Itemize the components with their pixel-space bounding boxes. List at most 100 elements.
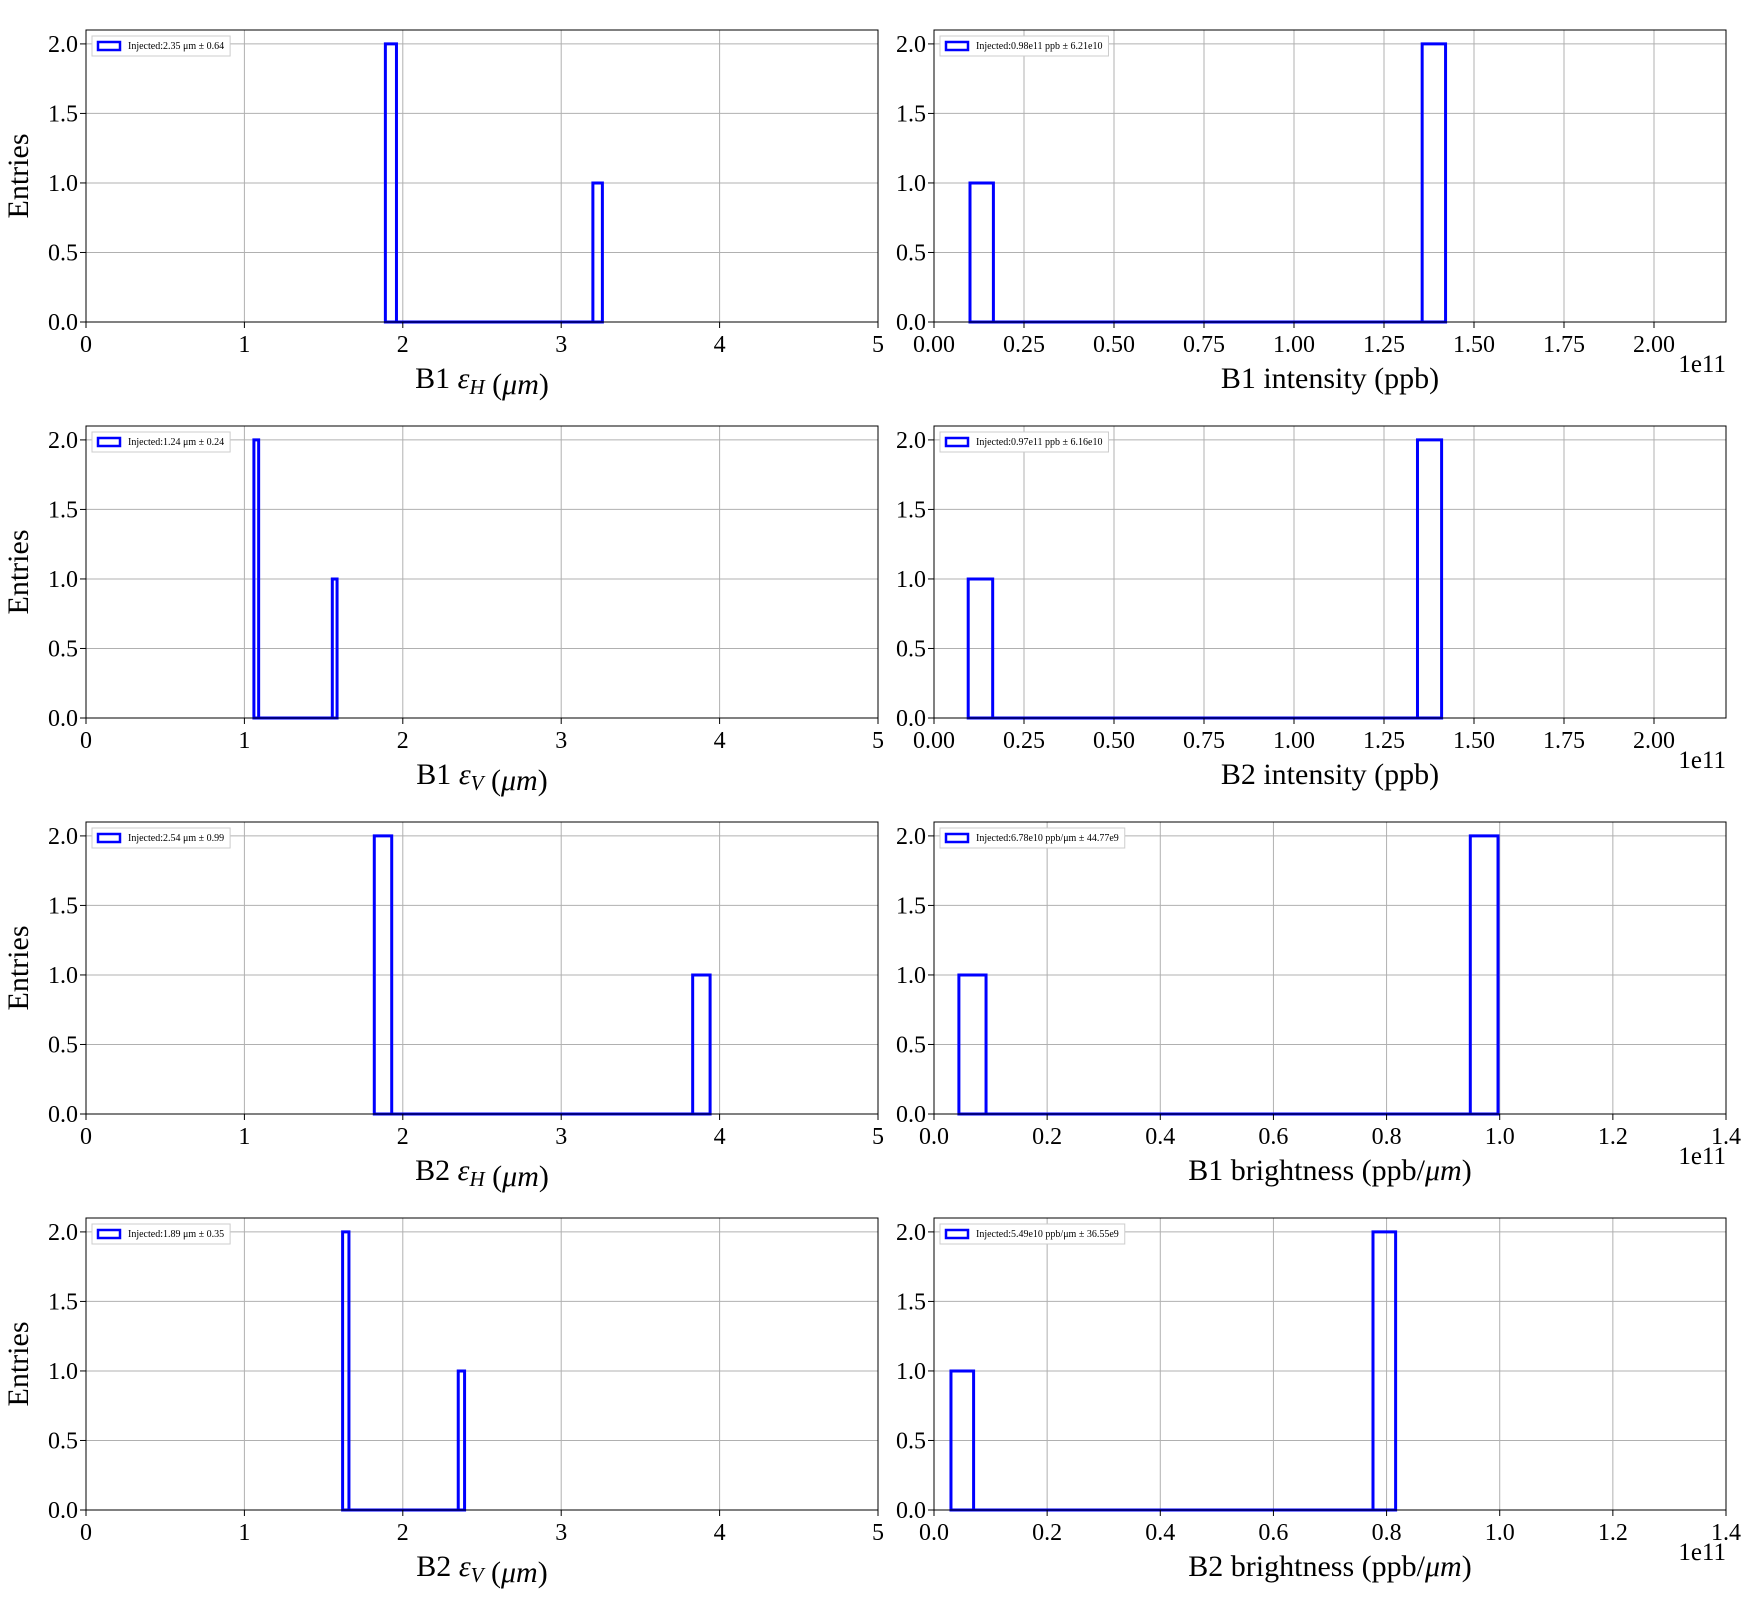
y-tick-label: 2.0 — [48, 824, 78, 850]
y-tick-label: 1.5 — [48, 101, 78, 127]
y-tick-label: 1.0 — [896, 1359, 926, 1385]
x-tick-label: 0.2 — [1032, 1124, 1062, 1150]
x-tick-label: 5 — [872, 1520, 884, 1546]
x-tick-label: 1.4 — [1711, 1520, 1741, 1546]
x-tick-label: 0.25 — [1003, 332, 1045, 358]
y-tick-label: 2.0 — [48, 32, 78, 58]
y-tick-label: 0.0 — [896, 706, 926, 732]
y-tick-label: 0.0 — [48, 706, 78, 732]
x-tick-label: 0.0 — [919, 1124, 949, 1150]
y-tick-label: 2.0 — [48, 428, 78, 454]
x-tick-label: 1 — [238, 1124, 250, 1150]
legend-frame — [939, 35, 1109, 57]
x-tick-label: 4 — [714, 728, 726, 754]
x-tick-label: 1 — [238, 1520, 250, 1546]
x-tick-label: 0 — [80, 332, 92, 358]
legend-label: Injected:5.49e10 ppb/μm ± 36.55e9 — [976, 1229, 1119, 1240]
x-tick-label: 0.6 — [1258, 1520, 1288, 1546]
y-tick-label: 1.5 — [48, 497, 78, 523]
x-axis-label: B1 intensity (ppb) — [1221, 362, 1439, 395]
axes-frame — [85, 821, 879, 1115]
x-axis-label: B2 intensity (ppb) — [1221, 758, 1439, 791]
legend-swatch — [944, 436, 970, 448]
y-tick-label: 0.5 — [896, 636, 926, 662]
x-tick-label: 0.00 — [913, 332, 955, 358]
x-tick-label: 4 — [714, 1124, 726, 1150]
legend-frame — [939, 1223, 1126, 1245]
x-tick-label: 0.6 — [1258, 1124, 1288, 1150]
x-tick-label: 1.2 — [1598, 1124, 1628, 1150]
x-tick-label: 1.25 — [1363, 728, 1405, 754]
x-tick-label: 0 — [80, 1124, 92, 1150]
x-tick-label: 2.00 — [1633, 332, 1675, 358]
legend: Injected:2.54 μm ± 0.99 — [91, 827, 231, 849]
y-tick-label: 2.0 — [896, 824, 926, 850]
x-tick-label: 0.75 — [1183, 728, 1225, 754]
histogram-panel-2: 0.00 0.25 0.50 0.75 1.00 1.25 1.50 1.75 2.00 0.0 0… — [896, 29, 1727, 395]
x-tick-label: 1.0 — [1485, 1520, 1515, 1546]
y-axis-label: Entries — [2, 134, 35, 219]
x-tick-label: 0.8 — [1372, 1124, 1402, 1150]
histogram-panel-8: 0.0 0.2 0.4 0.6 0.8 1.0 1.2 1.4 0.0 0.5 1.0 1.5 2.0 B… — [896, 1217, 1741, 1583]
x-axis-label: B2 εH (μm) — [415, 1154, 549, 1193]
legend: Injected:5.49e10 ppb/μm ± 36.55e9 — [939, 1223, 1126, 1245]
axes-frame — [933, 425, 1727, 719]
x-axis-label: B1 εH (μm) — [415, 362, 549, 401]
legend-frame — [91, 35, 231, 57]
x-tick-label: 0.50 — [1093, 332, 1135, 358]
x-tick-label: 4 — [714, 1520, 726, 1546]
legend-swatch — [944, 832, 970, 844]
x-tick-label: 5 — [872, 728, 884, 754]
x-tick-label: 1 — [238, 728, 250, 754]
y-tick-label: 1.0 — [896, 963, 926, 989]
y-tick-label: 0.0 — [896, 1498, 926, 1524]
y-tick-label: 0.5 — [48, 240, 78, 266]
x-tick-label: 5 — [872, 1124, 884, 1150]
x-tick-label: 2.00 — [1633, 728, 1675, 754]
y-tick-label: 1.0 — [896, 567, 926, 593]
x-tick-label: 2 — [397, 332, 409, 358]
legend: Injected:0.98e11 ppb ± 6.21e10 — [939, 35, 1109, 57]
x-tick-label: 0.2 — [1032, 1520, 1062, 1546]
histogram-panel-5: 0 1 2 3 4 5 0.0 0.5 1.0 1.5 2.0 B2 εH (μm) Entries In… — [2, 821, 884, 1193]
histogram-panel-6: 0.0 0.2 0.4 0.6 0.8 1.0 1.2 1.4 0.0 0.5 1.0 1.5 2.0 B… — [896, 821, 1741, 1187]
legend: Injected:6.78e10 ppb/μm ± 44.77e9 — [939, 827, 1126, 849]
y-axis-label: Entries — [2, 530, 35, 615]
x-tick-label: 1.25 — [1363, 332, 1405, 358]
y-tick-label: 2.0 — [896, 428, 926, 454]
legend-swatch — [96, 832, 122, 844]
axes-frame — [933, 29, 1727, 323]
axes-frame — [85, 29, 879, 323]
y-tick-label: 1.0 — [48, 171, 78, 197]
axis-offset-label: 1e11 — [1678, 747, 1726, 774]
x-tick-label: 1 — [238, 332, 250, 358]
x-tick-label: 1.50 — [1453, 728, 1495, 754]
axis-offset-label: 1e11 — [1678, 1539, 1726, 1566]
y-axis-label: Entries — [2, 1322, 35, 1407]
y-tick-label: 0.0 — [48, 1102, 78, 1128]
axes-frame — [933, 1217, 1727, 1511]
histogram-panel-3: 0 1 2 3 4 5 0.0 0.5 1.0 1.5 2.0 B1 εV (μm) Entries In… — [2, 425, 884, 797]
y-tick-label: 0.5 — [48, 1428, 78, 1454]
x-tick-label: 0.50 — [1093, 728, 1135, 754]
legend: Injected:1.89 μm ± 0.35 — [91, 1223, 231, 1245]
axis-offset-label: 1e11 — [1678, 1143, 1726, 1170]
legend-label: Injected:1.24 μm ± 0.24 — [128, 437, 224, 448]
y-tick-label: 0.0 — [48, 1498, 78, 1524]
histogram-panel-4: 0.00 0.25 0.50 0.75 1.00 1.25 1.50 1.75 2.00 0.0 0… — [896, 425, 1727, 791]
x-axis-label: B1 brightness (ppb/μm) — [1188, 1154, 1471, 1187]
x-tick-label: 1.50 — [1453, 332, 1495, 358]
y-tick-label: 0.0 — [896, 1102, 926, 1128]
x-tick-label: 3 — [555, 1520, 567, 1546]
y-tick-label: 1.5 — [896, 101, 926, 127]
legend: Injected:1.24 μm ± 0.24 — [91, 431, 231, 453]
x-tick-label: 1.00 — [1273, 728, 1315, 754]
y-tick-label: 1.5 — [896, 497, 926, 523]
histogram-panel-7: 0 1 2 3 4 5 0.0 0.5 1.0 1.5 2.0 B2 εV (μm) Entries In… — [2, 1217, 884, 1589]
y-tick-label: 0.5 — [48, 636, 78, 662]
legend-swatch — [96, 436, 122, 448]
x-tick-label: 1.0 — [1485, 1124, 1515, 1150]
x-tick-label: 3 — [555, 1124, 567, 1150]
y-tick-label: 1.5 — [896, 1289, 926, 1315]
